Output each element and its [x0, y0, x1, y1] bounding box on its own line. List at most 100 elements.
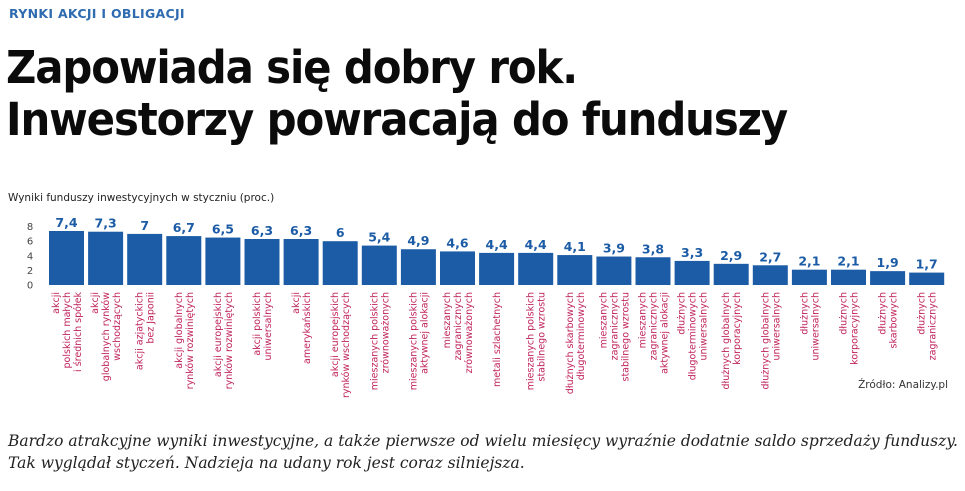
category-label: mieszanych polskichstabilnego wzrostu — [526, 292, 548, 390]
bar — [479, 252, 515, 285]
bar — [88, 231, 124, 285]
category-label-line: aktywnej alokacji — [419, 292, 430, 374]
category-label-line: mieszanych — [598, 292, 609, 348]
category-label: mieszanych polskichzrównoważonych — [369, 292, 391, 390]
bar-value-label: 4,4 — [486, 237, 508, 252]
category-label-line: akcji globalnych — [174, 292, 185, 369]
y-tick-label: 2 — [27, 266, 33, 277]
bar-value-label: 7 — [140, 218, 149, 233]
category-label: akcjiamerykańskich — [291, 292, 313, 364]
category-label-line: rynków wschodzących — [341, 292, 352, 398]
category-label: akcjipolskich małychi średnich spółek — [51, 292, 84, 372]
bar-value-label: 3,9 — [603, 241, 625, 256]
bar — [635, 257, 671, 285]
category-label: dłużnychdługoterminowychuniwersalnych — [677, 292, 710, 380]
category-label: mieszanychzagranicznychstabilnego wzrost… — [598, 292, 631, 382]
category-label: dłużnychskarbowych — [878, 292, 900, 349]
category-label: akcjiglobalnych rynkówwschodzących — [90, 292, 123, 381]
category-label-line: zagranicznych — [928, 292, 939, 360]
category-label-line: stabilnego wzrostu — [537, 292, 548, 382]
category-label-line: akcji azjatyckich — [135, 292, 146, 370]
bar-value-label: 3,3 — [681, 245, 703, 260]
category-label: akcji azjatyckichbez Japonii — [135, 292, 157, 370]
category-label: mieszanychzagranicznychzrównoważonych — [442, 292, 475, 373]
bar — [244, 239, 280, 285]
y-tick-label: 4 — [27, 251, 33, 262]
category-label-line: mieszanych polskich — [526, 292, 537, 390]
bar — [322, 241, 358, 285]
category-label-line: rynków rozwiniętych — [224, 292, 235, 389]
category-label-line: aktywnej alokacji — [660, 292, 671, 374]
bar-value-label: 6,3 — [251, 223, 273, 238]
bar — [283, 239, 319, 285]
category-label-line: akcji — [291, 292, 302, 314]
bar — [791, 269, 827, 285]
chart-title: Wyniki funduszy inwestycyjnych w styczni… — [8, 192, 274, 204]
category-label-line: dłużnych — [799, 292, 810, 335]
bar — [831, 269, 866, 285]
bar — [49, 230, 84, 285]
category-label: dłużnychkorporacyjnych — [839, 292, 861, 365]
category-label-line: dłużnych globalnych — [760, 292, 771, 390]
category-label-line: amerykańskich — [302, 292, 313, 364]
bar-value-label: 6,5 — [212, 222, 234, 237]
category-label: akcji europejskichrynków rozwiniętych — [213, 292, 235, 389]
category-label-line: akcji — [90, 292, 101, 314]
bar-value-label: 7,4 — [55, 215, 77, 230]
category-label-line: wschodzących — [112, 292, 123, 361]
caption-line-1: Bardzo atrakcyjne wyniki inwestycyjne, a… — [8, 432, 958, 450]
bar — [557, 255, 593, 285]
bar — [400, 249, 436, 285]
headline-line-2: Inwestorzy powracają do funduszy — [6, 93, 788, 146]
category-label-line: długoterminowych — [576, 292, 587, 380]
bar-value-label: 1,9 — [877, 255, 899, 270]
bar-value-label: 6,3 — [290, 223, 312, 238]
y-tick-label: 0 — [27, 281, 33, 292]
bar — [674, 260, 710, 285]
bar — [713, 263, 749, 285]
category-label-line: korporacyjnych — [850, 292, 861, 365]
bar-value-label: 4,4 — [525, 237, 547, 252]
category-label-line: długoterminowych — [688, 292, 699, 380]
category-label-line: akcji europejskich — [330, 292, 341, 377]
category-label-line: zagranicznych — [453, 292, 464, 360]
category-label: dłużnych globalnychuniwersalnych — [760, 292, 782, 390]
category-label-line: zrównoważonych — [380, 292, 391, 373]
category-label-line: skarbowych — [889, 292, 900, 349]
category-label-line: dłużnych — [878, 292, 889, 335]
bar-value-label: 4,6 — [446, 235, 468, 250]
category-label-line: akcji polskich — [252, 292, 263, 356]
category-label-line: rynków rozwiniętych — [185, 292, 196, 389]
category-label-line: uniwersalnych — [810, 292, 821, 361]
bar — [127, 233, 163, 285]
category-label-line: dłużnych — [677, 292, 688, 335]
bar — [909, 272, 945, 285]
category-label: metali szlachetnych — [492, 292, 503, 387]
category-label: akcji globalnychrynków rozwiniętych — [174, 292, 196, 389]
category-label: dłużnychuniwersalnych — [799, 292, 821, 361]
bar — [205, 237, 241, 285]
bar — [166, 236, 202, 285]
bar-value-label: 4,9 — [407, 233, 429, 248]
bar-chart: Wyniki funduszy inwestycyjnych w styczni… — [8, 192, 948, 398]
category-label-line: bez Japonii — [146, 292, 157, 344]
y-tick-label: 8 — [27, 222, 33, 233]
category-label-line: dłużnych — [839, 292, 850, 335]
category-label-line: i średnich spółek — [73, 292, 84, 372]
bar-value-label: 3,8 — [642, 241, 664, 256]
category-label-line: dłużnych globalnych — [721, 292, 732, 390]
category-label-line: mieszanych polskich — [408, 292, 419, 390]
category-label-line: uniwersalnych — [699, 292, 710, 361]
category-label-line: globalnych rynków — [101, 292, 112, 381]
bar — [518, 252, 554, 285]
bar-value-label: 2,7 — [759, 249, 781, 264]
bar — [870, 271, 906, 285]
category-label-line: zagranicznych — [609, 292, 620, 360]
category-label-line: mieszanych — [442, 292, 453, 348]
category-label: mieszanychzagranicznychaktywnej alokacji — [638, 292, 671, 374]
chart-source: Źródło: Analizy.pl — [858, 378, 948, 391]
category-label-line: akcji europejskich — [213, 292, 224, 377]
category-label: dłużnych globalnychkorporacyjnych — [721, 292, 743, 390]
bar-value-label: 2,1 — [798, 254, 820, 269]
category-label: mieszanych polskichaktywnej alokacji — [408, 292, 430, 390]
